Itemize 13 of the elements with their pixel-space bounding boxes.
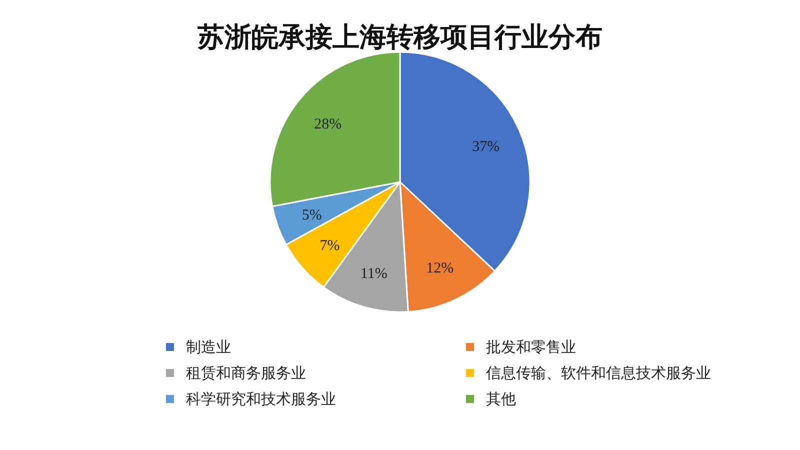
legend-label: 信息传输、软件和信息技术服务业 [486,364,711,382]
legend-label: 租赁和商务服务业 [186,364,306,382]
legend-label: 批发和零售业 [486,338,576,356]
legend-label: 制造业 [186,338,231,356]
data-label: 28% [314,116,342,132]
chart-title: 苏浙皖承接上海转移项目行业分布 [196,22,602,52]
data-label: 5% [302,208,322,224]
legend-label: 其他 [486,390,516,408]
legend-label: 科学研究和技术服务业 [186,390,336,408]
data-label: 37% [472,138,500,155]
data-label: 7% [320,238,340,254]
data-label: 11% [360,266,388,282]
data-label: 12% [426,260,454,277]
